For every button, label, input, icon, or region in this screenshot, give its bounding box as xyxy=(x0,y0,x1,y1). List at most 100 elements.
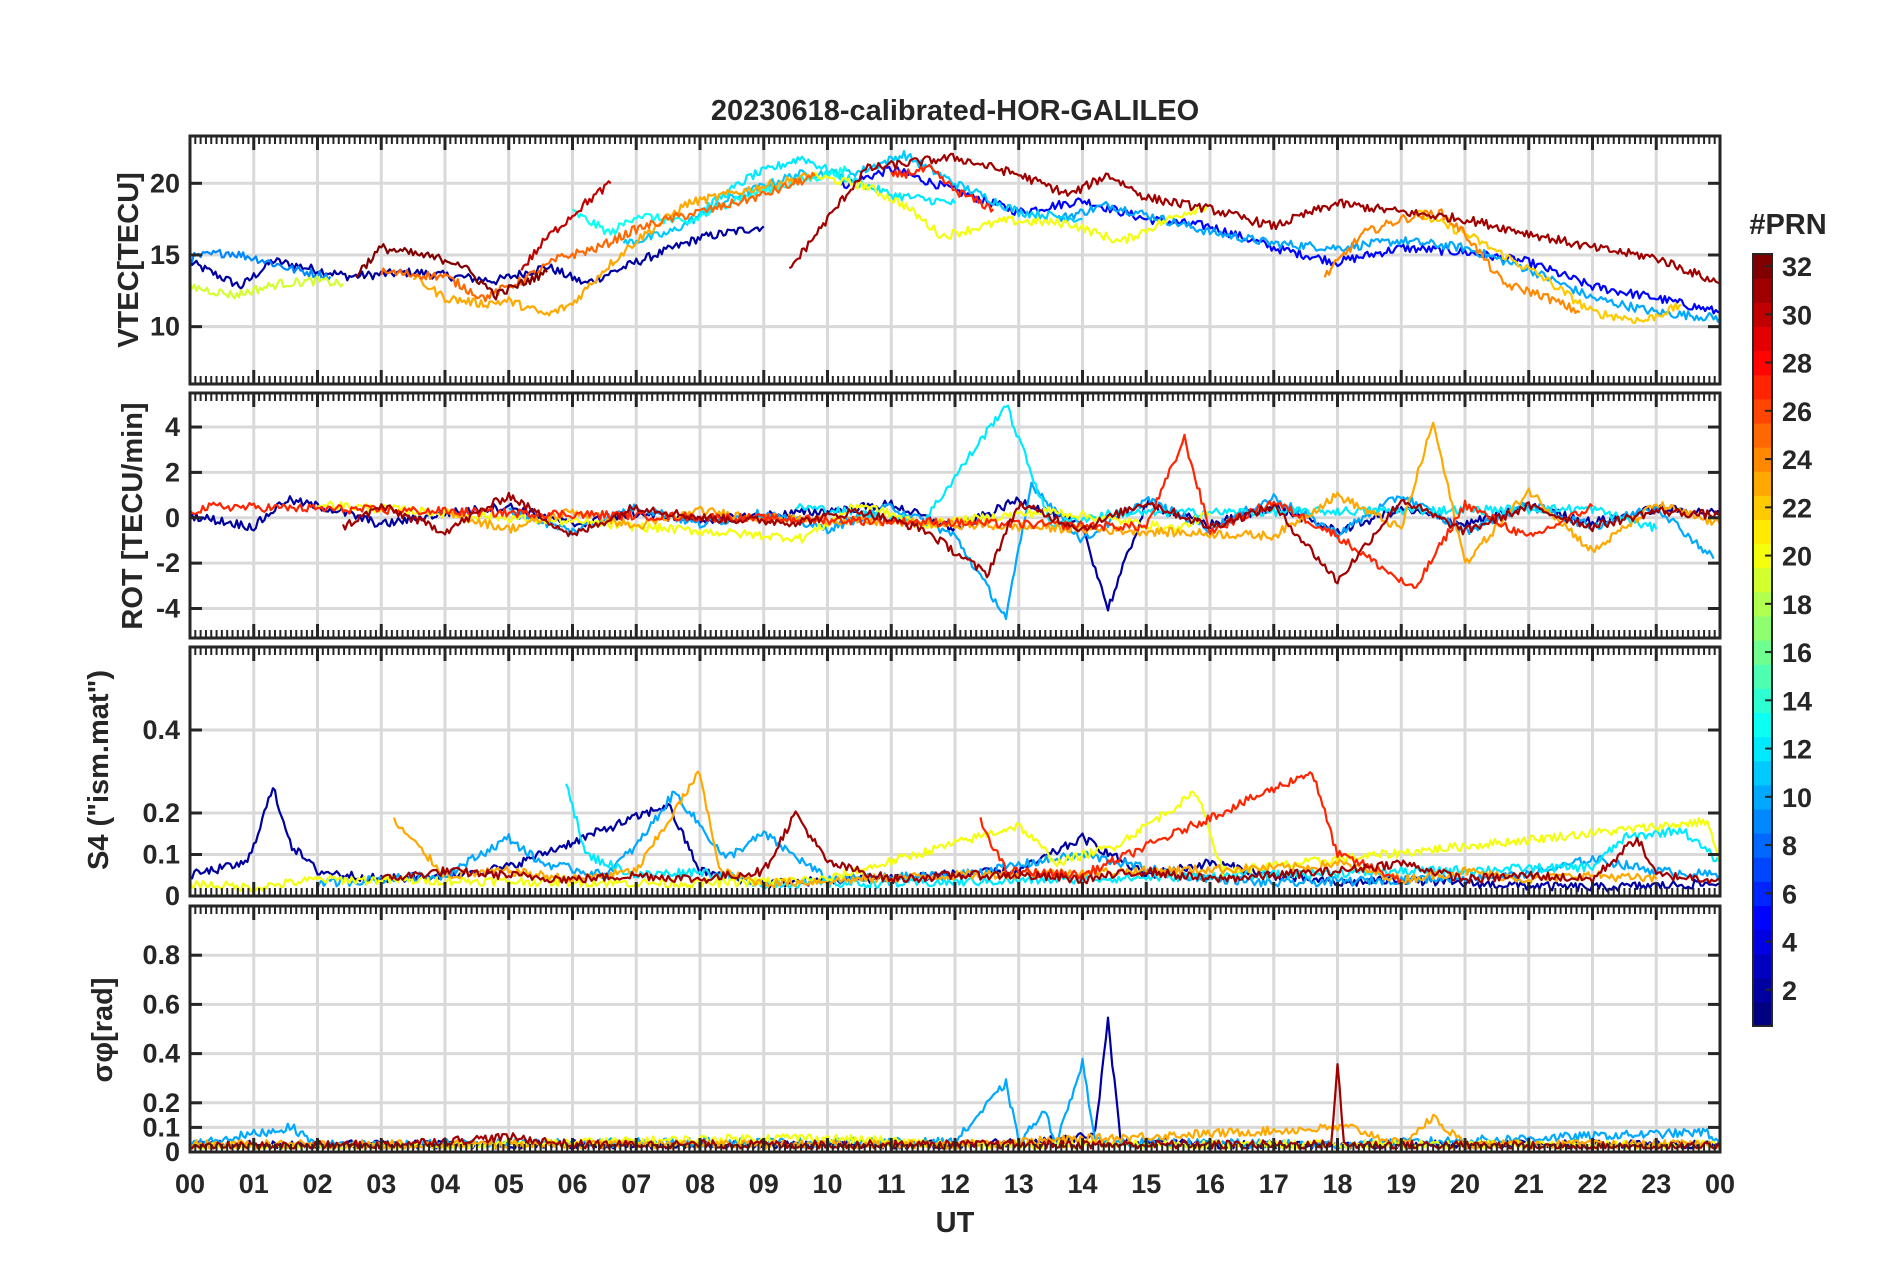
colorbar-tick-label: 30 xyxy=(1782,300,1812,330)
colorbar-block xyxy=(1753,808,1772,834)
xtick-label: 23 xyxy=(1641,1169,1671,1199)
axes-box-sigma-phi xyxy=(188,904,1722,1154)
chart-title: 20230618-calibrated-HOR-GALILEO xyxy=(711,95,1199,127)
colorbar-block xyxy=(1753,519,1772,545)
series-line-prn-23 xyxy=(412,172,816,317)
series-line-prn-31 xyxy=(788,152,1720,285)
colorbar-block xyxy=(1753,422,1772,448)
grid-s4 xyxy=(190,647,1720,896)
xtick-label: 15 xyxy=(1131,1169,1161,1199)
xtick-label: 08 xyxy=(685,1169,715,1199)
series-line-prn-30 xyxy=(520,180,612,271)
ytick-labels-rot: -4 -2 0 2 4 xyxy=(156,412,180,623)
xtick-label: 04 xyxy=(430,1169,460,1199)
colorbar-tick-label: 10 xyxy=(1782,783,1812,813)
series-line-prn-10 xyxy=(1056,200,1720,323)
colorbar-block xyxy=(1753,326,1772,352)
series-line-prn-27 xyxy=(979,771,1403,884)
series-rot xyxy=(190,404,1720,621)
colorbar-blocks xyxy=(1753,254,1772,1027)
ylabel-vtec: VTEC[TECU] xyxy=(113,172,145,348)
colorbar-tick-label: 12 xyxy=(1782,735,1812,765)
colorbar-block xyxy=(1753,833,1772,858)
ytick-labels-s4: 0 0.1 0.2 0.4 xyxy=(142,715,180,911)
xtick-label: 06 xyxy=(557,1169,587,1199)
xtick-label: 02 xyxy=(302,1169,332,1199)
ytick-label: 0.2 xyxy=(142,1088,180,1118)
colorbar-tick-label: 4 xyxy=(1782,928,1797,958)
ytick-label: 0.6 xyxy=(142,989,180,1019)
ytick-label: 0 xyxy=(165,881,180,911)
xtick-label: 16 xyxy=(1195,1169,1225,1199)
colorbar-tick-label: 16 xyxy=(1782,638,1812,668)
axes-box-vtec xyxy=(188,134,1722,386)
xlabel: UT xyxy=(936,1207,975,1239)
series-vtec xyxy=(190,150,1720,324)
colorbar-block xyxy=(1753,784,1772,810)
xtick-label: 01 xyxy=(239,1169,269,1199)
ytick-labels-vtec: 10 15 20 xyxy=(150,168,180,341)
colorbar-tick-label: 18 xyxy=(1782,590,1812,620)
xtick-label: 17 xyxy=(1259,1169,1289,1199)
ytick-label: 0 xyxy=(165,503,180,533)
xtick-label: 10 xyxy=(812,1169,842,1199)
ytick-label: 0.2 xyxy=(142,798,180,828)
colorbar-block xyxy=(1753,254,1772,279)
xtick-label: 03 xyxy=(366,1169,396,1199)
colorbar-block xyxy=(1753,278,1772,303)
colorbar-tick-label: 14 xyxy=(1782,686,1812,716)
ytick-label: 0 xyxy=(165,1137,180,1167)
colorbar-block xyxy=(1753,495,1772,520)
colorbar-block xyxy=(1753,929,1772,955)
grid-vtec xyxy=(190,136,1720,384)
xtick-label: 05 xyxy=(494,1169,524,1199)
colorbar-block xyxy=(1753,591,1772,617)
series-line-prn-27 xyxy=(890,163,995,213)
panel-sigma-phi: 00.10.2 0.4 0.6 0.8 σφ[rad] xyxy=(87,904,1722,1167)
xtick-label: 07 xyxy=(621,1169,651,1199)
xtick-label: 00 xyxy=(175,1169,205,1199)
series-line-prn-19 xyxy=(190,275,344,300)
colorbar-block xyxy=(1753,398,1772,424)
series-line-prn-25 xyxy=(380,171,816,303)
series-line-prn-12 xyxy=(795,404,1658,533)
colorbar-frame xyxy=(1752,253,1773,1027)
axes-box-rot xyxy=(188,391,1722,640)
colorbar-tick-label: 32 xyxy=(1782,252,1812,282)
ytick-label: 10 xyxy=(150,312,180,342)
series-line-prn-31 xyxy=(380,810,1720,885)
colorbar-block xyxy=(1753,640,1772,665)
ylabel-rot: ROT [TECU/min] xyxy=(117,402,149,629)
series-line-prn-12 xyxy=(699,155,956,216)
colorbar-block xyxy=(1753,857,1772,882)
ytick-label: 15 xyxy=(150,240,180,270)
series-line-prn-24 xyxy=(1323,208,1581,314)
axes-box-s4 xyxy=(188,645,1722,898)
colorbar-title: #PRN xyxy=(1749,209,1826,241)
colorbar-block xyxy=(1753,374,1772,400)
colorbar-tick-label: 6 xyxy=(1782,879,1797,909)
xtick-label: 18 xyxy=(1322,1169,1352,1199)
colorbar-tick-label: 8 xyxy=(1782,831,1797,861)
panel-s4: 0 0.1 0.2 0.4 S4 ("ism.mat") xyxy=(83,645,1722,911)
xtick-label: 00 xyxy=(1705,1169,1735,1199)
colorbar-block xyxy=(1753,350,1772,376)
series-line-prn-5 xyxy=(839,165,1720,315)
series-line-prn-32 xyxy=(355,243,548,301)
colorbar-block xyxy=(1753,471,1772,496)
colorbar-block xyxy=(1753,1001,1772,1027)
panel-rot: -4 -2 0 2 4 ROT [TECU/min] xyxy=(117,391,1722,640)
ytick-label: 2 xyxy=(165,457,180,487)
ytick-label: 20 xyxy=(150,168,180,198)
colorbar-tick-label: 28 xyxy=(1782,349,1812,379)
colorbar-block xyxy=(1753,881,1772,906)
ytick-label: 0.1 xyxy=(142,1112,180,1142)
ytick-label: -2 xyxy=(156,548,180,578)
colorbar-block xyxy=(1753,567,1772,593)
ytick-label: -4 xyxy=(156,594,180,624)
ylabel-sigma-phi: σφ[rad] xyxy=(87,977,119,1082)
colorbar-tick-label: 26 xyxy=(1782,397,1812,427)
